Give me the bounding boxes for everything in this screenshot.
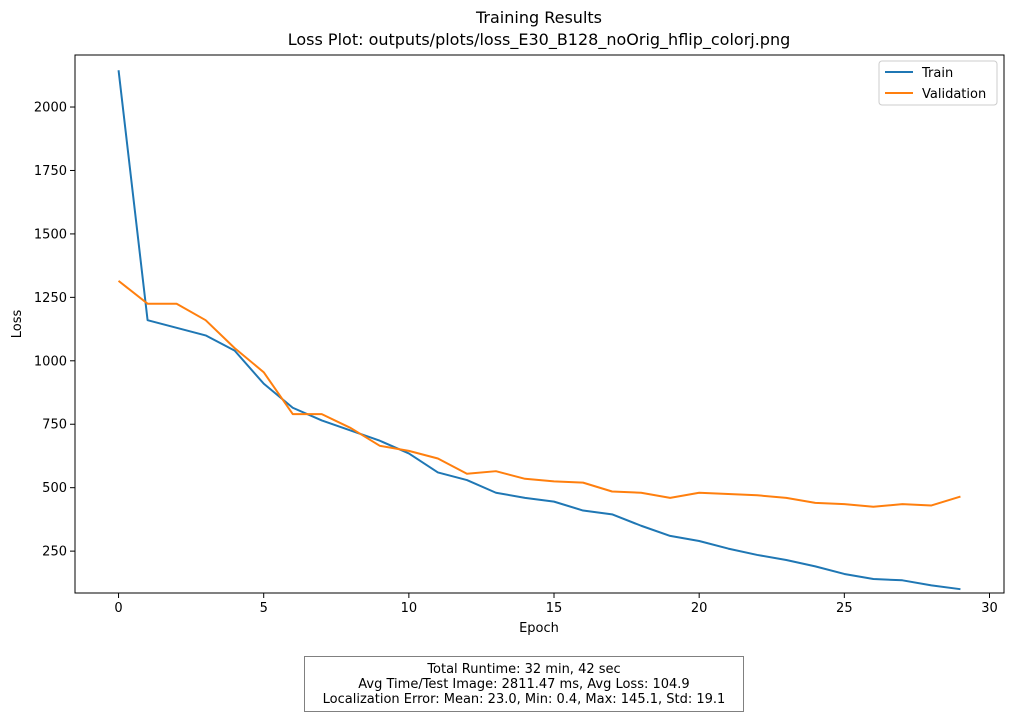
y-tick-label: 2000 [34, 101, 67, 116]
y-axis: 250 500 750 1000 1250 1500 1750 2000 [34, 101, 75, 560]
y-tick-label: 500 [42, 481, 67, 496]
series-line-train [117, 70, 961, 591]
series-layer [117, 70, 961, 591]
legend: Train Validation [878, 60, 998, 106]
x-tick-label: 10 [401, 601, 418, 616]
y-axis-label: Loss [10, 310, 25, 339]
x-axis: 0 5 10 15 20 25 30 [114, 593, 998, 616]
stats-avg: Avg Time/Test Image: 2811.47 ms, Avg Los… [358, 677, 690, 692]
x-tick-label: 25 [836, 601, 853, 616]
chart-subtitle: Loss Plot: outputs/plots/loss_E30_B128_n… [288, 30, 791, 50]
plot-frame [74, 54, 1005, 594]
x-tick-label: 5 [260, 601, 268, 616]
x-tick-label: 0 [114, 601, 122, 616]
legend-label-validation: Validation [922, 87, 986, 102]
x-tick-label: 15 [546, 601, 563, 616]
chart-title: Training Results [475, 8, 602, 27]
x-tick-label: 30 [981, 601, 998, 616]
y-tick-label: 1750 [34, 164, 67, 179]
y-tick-label: 1000 [34, 354, 67, 369]
y-tick-label: 1250 [34, 291, 67, 306]
series-line-validation [117, 280, 961, 508]
y-tick-label: 250 [42, 545, 67, 560]
y-tick-label: 1500 [34, 227, 67, 242]
x-tick-label: 20 [691, 601, 708, 616]
x-axis-label: Epoch [519, 621, 559, 636]
stats-localization: Localization Error: Mean: 23.0, Min: 0.4… [322, 692, 726, 707]
legend-label-train: Train [921, 66, 953, 81]
stats-runtime: Total Runtime: 32 min, 42 sec [427, 662, 621, 677]
y-tick-label: 750 [42, 418, 67, 433]
stats-box: Total Runtime: 32 min, 42 sec Avg Time/T… [304, 656, 744, 712]
